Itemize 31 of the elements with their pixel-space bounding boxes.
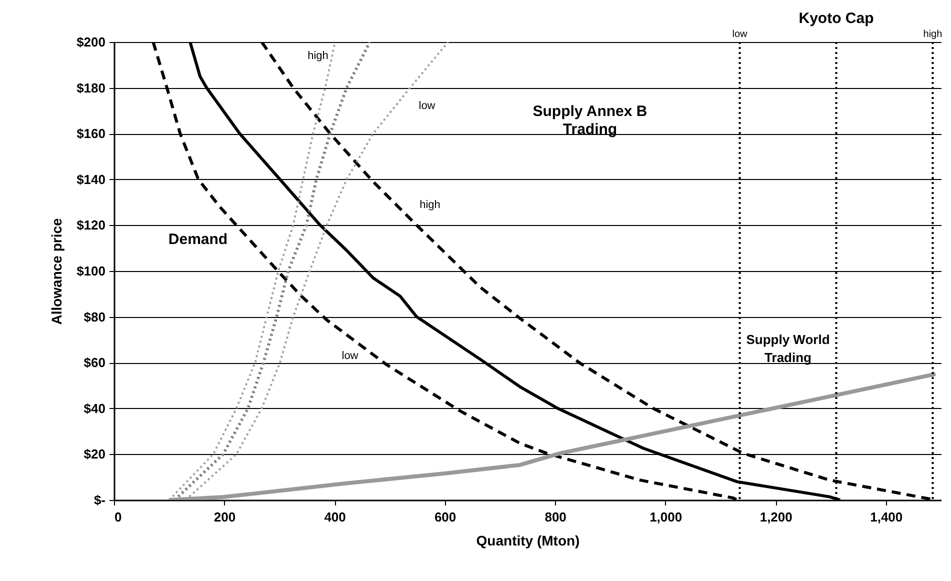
annotation: high	[308, 50, 328, 62]
y-tick-label: $180	[76, 80, 106, 96]
x-tick-label: 0	[114, 510, 122, 524]
annotation: high	[420, 199, 440, 211]
ref-line-label: Kyoto Cap	[798, 10, 874, 27]
x-tick-label: 1,400	[870, 510, 903, 524]
annotation: low	[342, 350, 358, 362]
y-tick-label: $-	[94, 492, 106, 508]
ref-line-label: high	[923, 29, 942, 40]
y-axis-title: Allowance price	[48, 218, 65, 325]
x-tick-label: 200	[214, 510, 236, 524]
x-axis-title: Quantity (Mton)	[476, 532, 580, 548]
annotation: Demand	[168, 231, 228, 248]
y-tick-label: $100	[76, 264, 106, 278]
y-tick-label: $80	[84, 309, 106, 324]
y-tick-label: $120	[76, 218, 106, 233]
y-tick-label: $60	[84, 355, 106, 370]
x-tick-label: 400	[324, 510, 346, 524]
y-tick-label: $20	[84, 446, 106, 462]
x-tick-label: 600	[434, 510, 456, 524]
annotation: Supply Annex B Trading	[532, 103, 648, 138]
x-tick-label: 1,200	[760, 510, 792, 524]
y-tick-label: $140	[76, 172, 106, 187]
ref-line-label: low	[732, 29, 748, 40]
x-tick-label: 800	[544, 510, 566, 524]
y-tick-label: $40	[84, 400, 106, 416]
annotation: Supply World Trading	[746, 332, 830, 365]
y-tick-label: $200	[76, 34, 106, 50]
y-tick-label: $160	[76, 126, 106, 142]
annotation: low	[418, 100, 436, 112]
x-tick-label: 1,000	[650, 510, 682, 524]
